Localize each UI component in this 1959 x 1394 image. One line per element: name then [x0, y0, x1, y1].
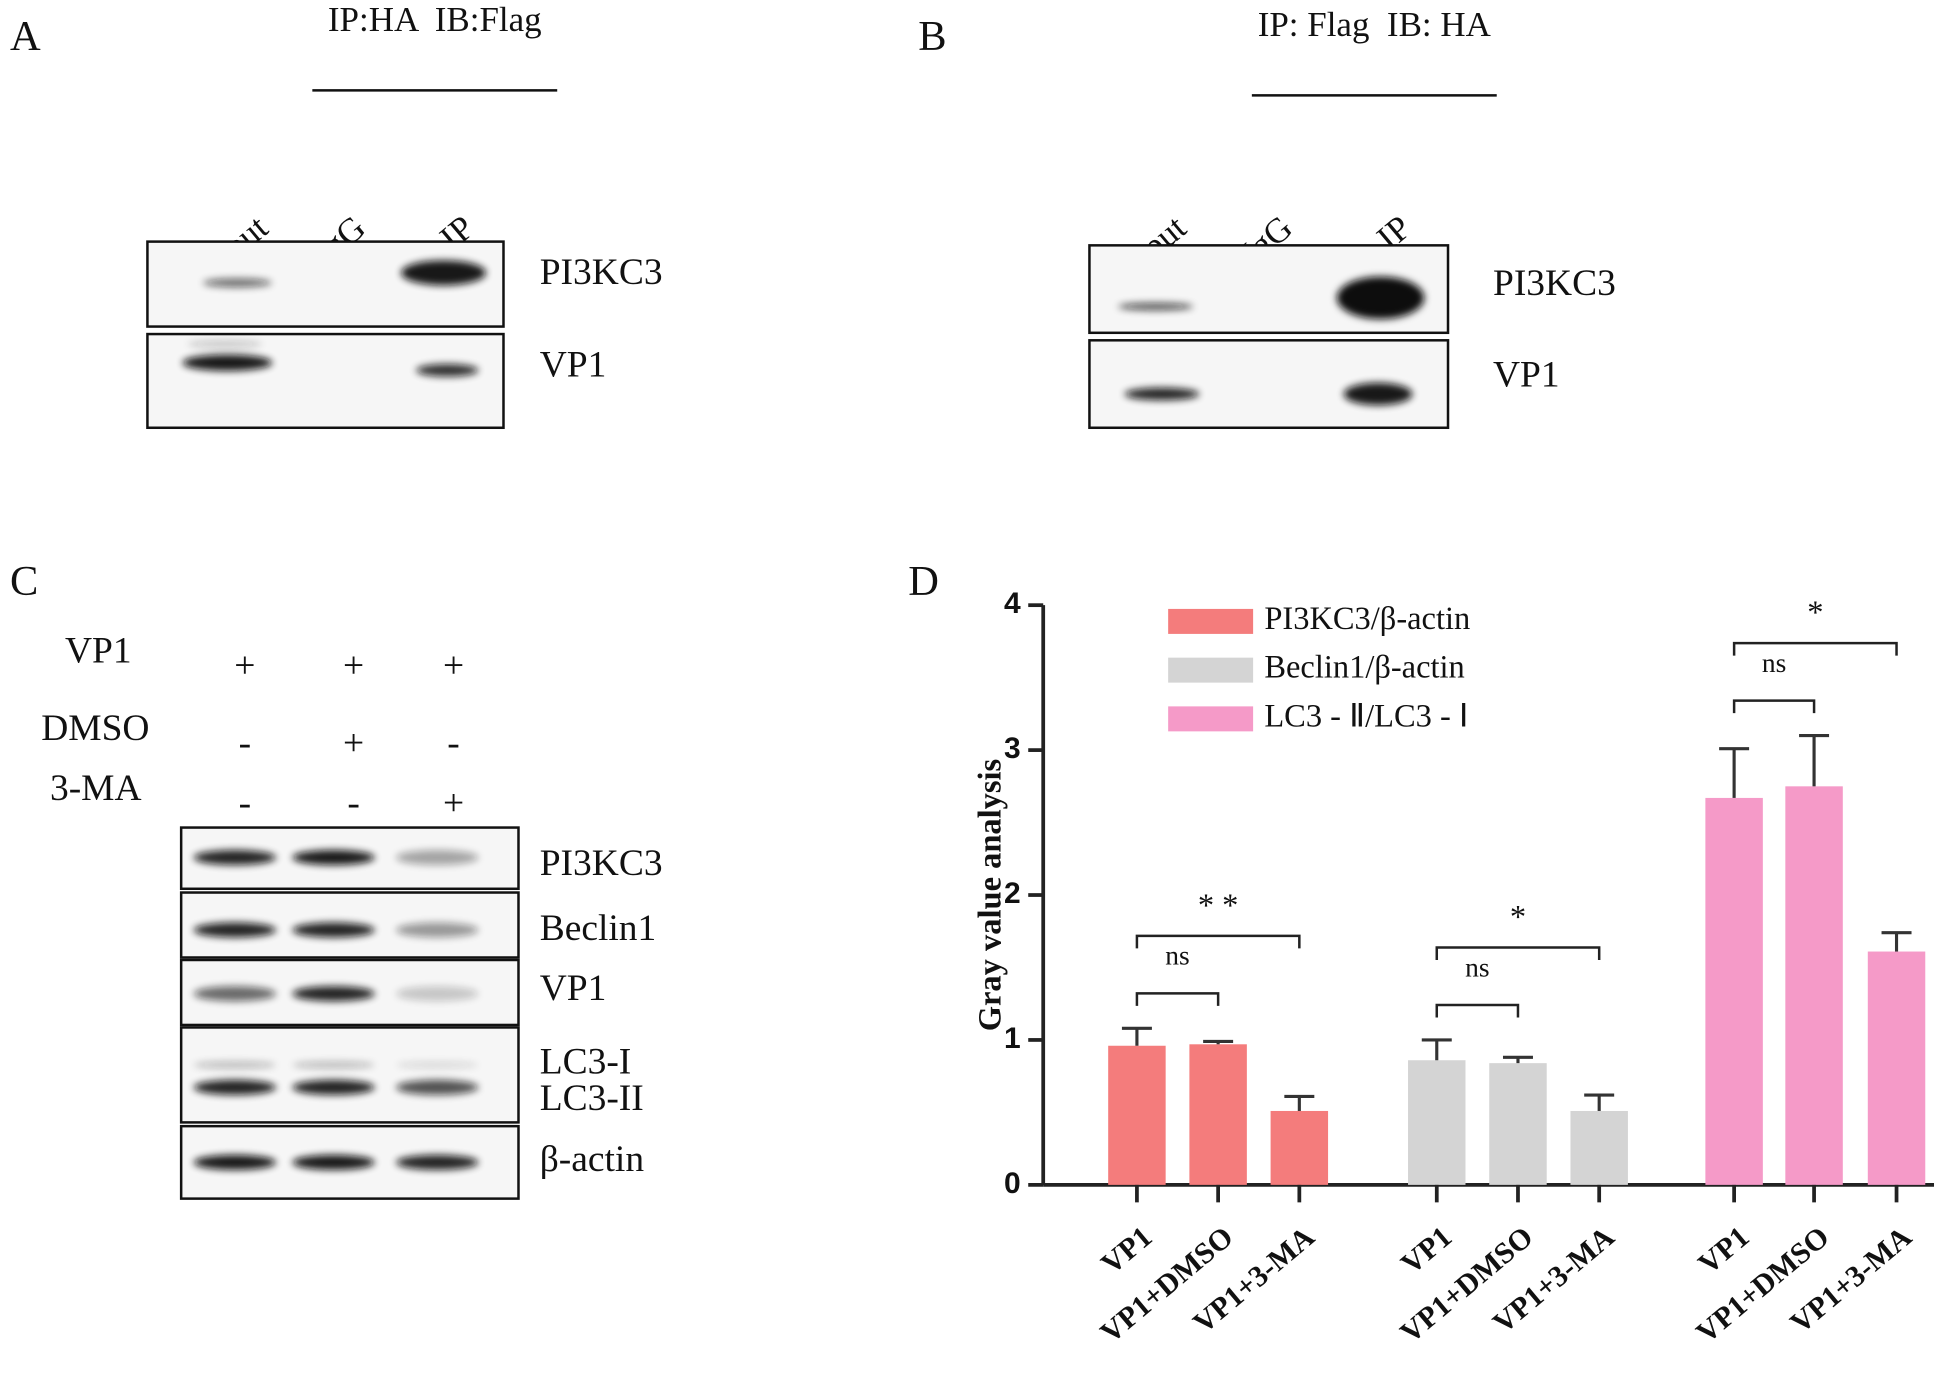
treatment-sign: -: [239, 723, 251, 764]
blot-frame: [179, 1026, 520, 1124]
legend-swatch: [1168, 706, 1254, 732]
row-label: PI3KC3: [540, 843, 663, 884]
blot-band: [193, 1061, 277, 1069]
blot-band: [1336, 276, 1425, 320]
blot-band: [396, 1079, 479, 1095]
legend-swatch: [1168, 657, 1254, 683]
legend-label: PI3KC3/β-actin: [1264, 601, 1470, 637]
panel-label: D: [908, 558, 939, 605]
bar: [1108, 1045, 1166, 1185]
bar: [1270, 1110, 1329, 1185]
legend-swatch: [1168, 608, 1254, 634]
legend-label: Beclin1/β-actin: [1264, 650, 1464, 686]
y-tick-label: 0: [1004, 1167, 1021, 1200]
row-label: Beclin1: [540, 908, 657, 949]
blot-band: [401, 260, 487, 286]
blot-band: [292, 986, 375, 1002]
treatment-sign: +: [443, 783, 464, 824]
significance-label: * *: [1198, 888, 1239, 924]
row-label: PI3KC3: [540, 252, 663, 293]
row-label: PI3KC3: [1493, 263, 1616, 304]
blot-band: [187, 340, 263, 348]
bar: [1785, 786, 1843, 1185]
blot-band: [396, 986, 479, 1002]
significance-bracket: [1135, 992, 1220, 1006]
row-label: VP1: [1493, 354, 1560, 395]
blot-band: [292, 922, 375, 938]
blot-band: [1124, 387, 1200, 401]
blot-band: [1343, 382, 1413, 406]
significance-bracket: [1435, 1003, 1520, 1018]
blot-band: [182, 354, 273, 371]
blot-band: [203, 278, 272, 288]
bar: [1408, 1060, 1466, 1185]
legend-label: LC3 - Ⅱ/LC3 - Ⅰ: [1264, 698, 1468, 734]
y-tick-label: 3: [1004, 732, 1021, 765]
treatment-sign: +: [234, 645, 255, 686]
blot-frame: [1088, 339, 1450, 430]
treatment-label: 3-MA: [50, 768, 142, 809]
treatment-label: VP1: [65, 630, 132, 671]
treatment-sign: +: [343, 723, 364, 764]
blot-frame: [146, 332, 505, 430]
panel-label: B: [918, 13, 946, 60]
blot-band: [193, 986, 277, 1002]
y-axis-label: Gray value analysis: [973, 759, 1009, 1031]
row-label: LC3-II: [540, 1078, 644, 1119]
row-label: LC3-I: [540, 1042, 632, 1083]
significance-label: *: [1807, 595, 1823, 631]
treatment-sign: +: [443, 645, 464, 686]
blot-band: [396, 1061, 479, 1069]
significance-bracket: [1732, 641, 1898, 656]
blot-band: [292, 850, 375, 866]
significance-label: *: [1510, 899, 1526, 935]
bar: [1570, 1110, 1628, 1185]
blot-band: [292, 1154, 375, 1170]
panel-label: A: [10, 13, 41, 60]
x-tick-label: VP1: [1095, 1220, 1158, 1281]
blot-band: [292, 1061, 375, 1069]
blot-band: [193, 850, 277, 866]
blot-band: [193, 1079, 277, 1095]
blot-band: [193, 922, 277, 938]
treatment-sign: -: [447, 723, 459, 764]
significance-bracket: [1732, 699, 1816, 714]
row-label: β-actin: [540, 1139, 645, 1180]
significance-bracket: [1435, 946, 1601, 960]
row-label: VP1: [540, 344, 607, 385]
blot-band: [396, 850, 479, 866]
significance-bracket: [1135, 934, 1301, 949]
row-label: VP1: [540, 968, 607, 1009]
blot-band: [292, 1079, 375, 1095]
treatment-label: DMSO: [41, 708, 149, 749]
bar: [1705, 797, 1763, 1185]
treatment-sign: -: [239, 783, 251, 824]
significance-label: ns: [1165, 941, 1189, 971]
bar: [1489, 1063, 1547, 1185]
x-tick-label: VP1: [1692, 1220, 1755, 1281]
blot-band: [396, 1154, 479, 1170]
bar: [1189, 1044, 1247, 1185]
y-tick-label: 4: [1004, 587, 1021, 620]
bar: [1867, 951, 1926, 1185]
y-tick-label: 2: [1004, 877, 1021, 910]
significance-label: ns: [1465, 952, 1489, 982]
x-tick-label: VP1: [1395, 1220, 1458, 1281]
panel-label: C: [10, 558, 38, 605]
blot-band: [416, 364, 479, 377]
treatment-sign: -: [347, 783, 359, 824]
blot-band: [1118, 302, 1194, 311]
ip-header: IP: Flag IB: HA: [1258, 5, 1491, 44]
y-tick-label: 1: [1004, 1022, 1021, 1055]
ip-header: IP:HA IB:Flag: [328, 0, 542, 39]
treatment-sign: +: [343, 645, 364, 686]
significance-label: ns: [1762, 648, 1786, 678]
blot-band: [396, 922, 479, 938]
blot-band: [193, 1154, 277, 1170]
